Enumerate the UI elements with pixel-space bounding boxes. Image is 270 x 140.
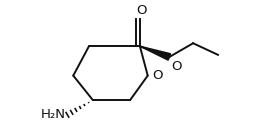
Text: O: O <box>153 69 163 82</box>
Text: O: O <box>171 60 182 73</box>
Text: H₂N: H₂N <box>40 108 65 121</box>
Text: O: O <box>137 4 147 17</box>
Polygon shape <box>140 46 171 60</box>
